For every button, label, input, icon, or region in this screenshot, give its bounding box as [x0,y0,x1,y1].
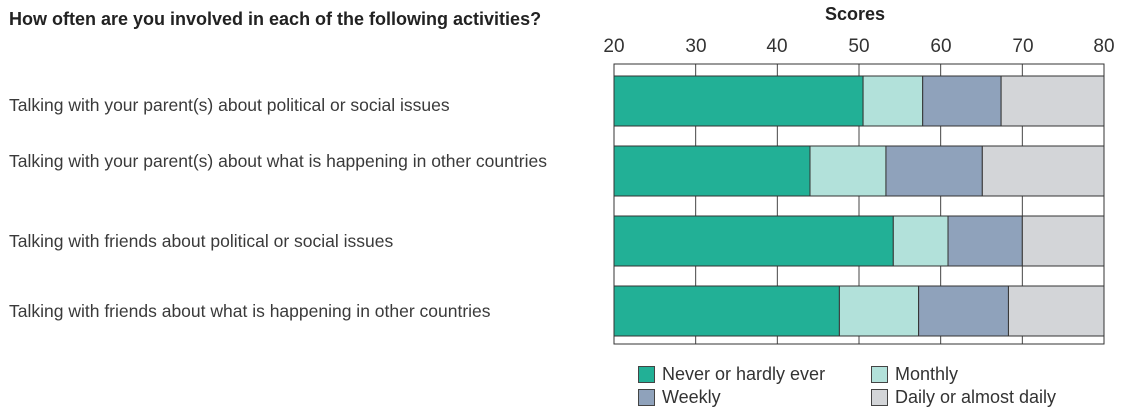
legend-item-never: Never or hardly ever [638,364,825,385]
bar-segment [838,285,920,337]
legend-item-monthly: Monthly [871,364,958,385]
bar-segment [922,75,1002,127]
bar-segment [613,285,840,337]
legend-item-weekly: Weekly [638,387,721,408]
x-tick-label: 60 [930,36,952,57]
bar-segment [862,75,924,127]
question-heading: How often are you involved in each of th… [9,9,542,29]
bar-segment [1021,215,1105,267]
legend-swatch [638,366,655,383]
legend-label: Weekly [662,387,721,407]
x-tick-label: 40 [766,36,788,57]
bar-segment [892,215,949,267]
category-label: Talking with friends about what is happe… [9,301,491,321]
bar-segment [918,285,1009,337]
chart-title: Scores [824,4,886,24]
legend-label: Monthly [895,364,959,384]
bar-segment [1007,285,1105,337]
legend-item-daily: Daily or almost daily [871,387,1056,408]
category-label: Talking with your parent(s) about politi… [9,95,450,115]
x-tick-label: 30 [685,36,707,57]
category-label: Talking with your parent(s) about what i… [9,151,547,171]
x-tick-label: 20 [603,36,625,57]
bar-segment [613,145,811,197]
legend-swatch [638,389,655,406]
bar-segment [613,75,864,127]
x-tick-label: 70 [1012,36,1034,57]
bar-segment [947,215,1023,267]
bar-segment [1000,75,1105,127]
legend-label: Never or hardly ever [662,364,826,384]
bar-segment [885,145,983,197]
x-tick-label: 50 [848,36,870,57]
legend-label: Daily or almost daily [895,387,1057,407]
bar-segment [613,215,894,267]
legend-swatch [871,366,888,383]
category-label: Talking with friends about political or … [9,231,394,251]
legend-swatch [871,389,888,406]
bar-segment [981,145,1105,197]
plot-frame [613,63,1105,345]
bar-segment [809,145,887,197]
x-tick-label: 80 [1093,36,1115,57]
